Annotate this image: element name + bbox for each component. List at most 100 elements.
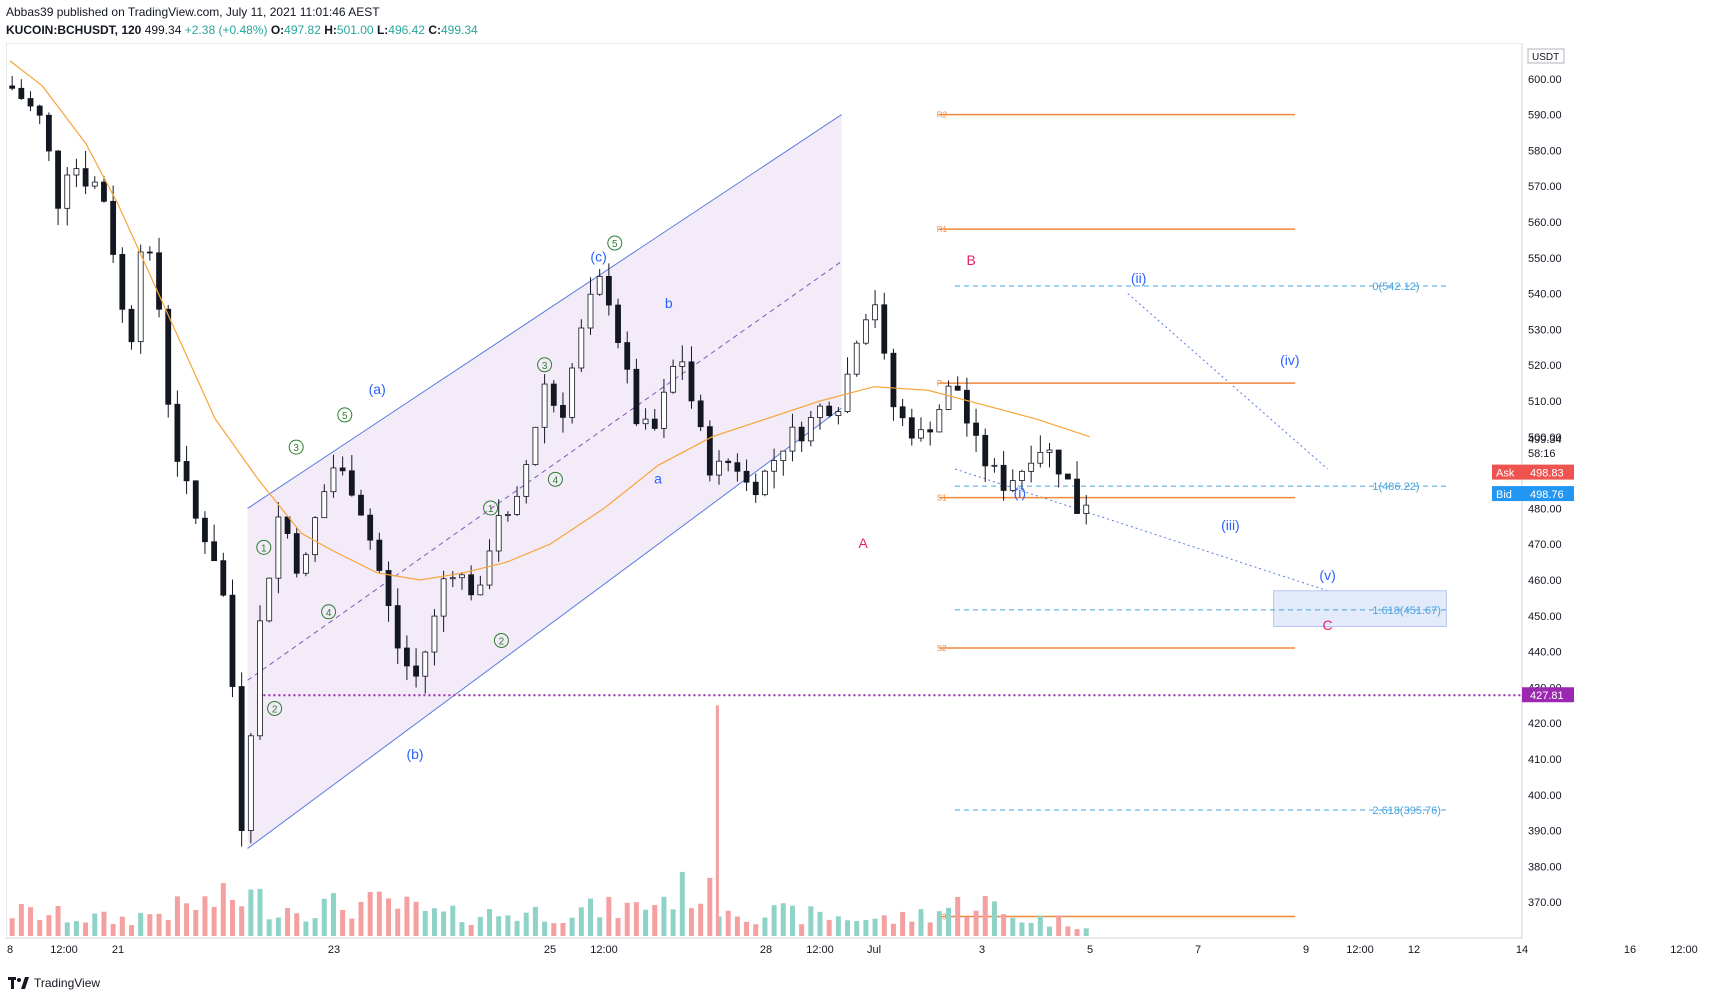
candle-body [587, 293, 594, 329]
candle-body [734, 462, 741, 472]
candle-body [863, 319, 869, 344]
volume-bar [936, 911, 942, 936]
chart-area[interactable]: R2 R1 P S1 S2 S3 0(542.12) 1(486.22) 1.618(451.6… [5, 42, 1726, 965]
volume-bar [184, 903, 190, 936]
candle-body [835, 411, 842, 416]
volume-bar [1074, 929, 1080, 936]
price-tick-label: 470.00 [1528, 539, 1562, 551]
candle-body [385, 570, 392, 607]
candle-body [1037, 451, 1044, 464]
candle-body [82, 168, 89, 187]
price-tick-label: 550.00 [1528, 253, 1562, 265]
candle-body [872, 304, 878, 321]
candle-body [330, 467, 337, 493]
volume-bar [239, 906, 245, 936]
candle-body [908, 417, 915, 439]
price-tick-label: 450.00 [1528, 611, 1562, 623]
wave-count-label-0: 1 [261, 543, 267, 554]
candle-body [780, 450, 787, 462]
tag-label-bg-bid [1492, 486, 1522, 502]
volume-bar [1037, 915, 1043, 936]
volume-bar [863, 919, 869, 936]
high-value: 501.00 [336, 23, 374, 37]
time-tick-label: 12:00 [50, 944, 78, 956]
volume-bar [872, 918, 878, 936]
wave-label-3: a [654, 470, 662, 486]
candle-body [18, 87, 25, 99]
volume-bar [780, 903, 786, 936]
candle-body [495, 515, 502, 552]
time-tick-label: 16 [1624, 944, 1636, 956]
candle-body [1019, 470, 1025, 481]
price-tick-label: 520.00 [1528, 360, 1562, 372]
wave-count-circle-8 [547, 471, 563, 487]
wave-count-circle-7 [537, 357, 553, 373]
candle-body [449, 577, 456, 580]
volume-bar [211, 906, 217, 936]
volume-bar [294, 913, 300, 936]
volume-spike [715, 705, 719, 936]
candle-body [486, 550, 493, 586]
open-label: O: [270, 23, 285, 37]
volume-bar [450, 905, 456, 936]
volume-bar [321, 898, 327, 936]
candle-body [661, 391, 667, 429]
pivot-label-p: P [937, 379, 942, 388]
volume-bar [386, 898, 392, 936]
channel-lower-line [247, 407, 842, 849]
volume-bar [514, 920, 520, 936]
price-chart[interactable]: R2 R1 P S1 S2 S3 0(542.12) 1(486.22) 1.618(451.6… [5, 42, 1726, 965]
volume-bar [615, 918, 621, 936]
low-label: L: [376, 23, 389, 37]
candle-body [918, 429, 924, 439]
candle-body [826, 405, 833, 416]
volume-bar [606, 896, 612, 936]
candle-body [991, 464, 998, 467]
candle-body [504, 514, 511, 516]
candle-body [1000, 464, 1007, 491]
support-tag-bg [1522, 687, 1574, 703]
open-value: 497.82 [284, 23, 321, 37]
price-tick-label: 540.00 [1528, 289, 1562, 301]
channel-upper-line [247, 114, 842, 509]
volume-bar [909, 921, 915, 936]
candle-body [128, 308, 135, 343]
volume-bar [266, 919, 272, 936]
volume-bar [431, 908, 437, 936]
candle-body [293, 533, 300, 574]
volume-bar [542, 921, 548, 936]
volume-bar [275, 917, 281, 936]
wave-count-circle-5 [483, 500, 499, 516]
time-tick-label: 7 [1195, 944, 1201, 956]
low-value: 496.42 [388, 23, 425, 37]
wave-label-7: C [1323, 617, 1333, 633]
time-tick-label: 12:00 [1346, 944, 1374, 956]
symbol-name[interactable]: KUCOIN:BCHUSDT, 120 [6, 23, 142, 37]
candle-body [1028, 462, 1035, 472]
volume-bar [808, 906, 814, 936]
volume-bar [174, 896, 180, 936]
wave-label-10: (iii) [1221, 517, 1240, 533]
candle-body [1046, 449, 1053, 453]
candle-body [899, 406, 906, 419]
candle-body [220, 560, 227, 596]
footer-brand[interactable]: TradingView [34, 976, 101, 990]
volume-bar [28, 907, 34, 936]
volume-bar [661, 896, 667, 936]
tag-label-bg-ask [1492, 464, 1522, 480]
candle-body [1083, 504, 1090, 514]
candle-body [752, 481, 759, 496]
price-tick-label: 460.00 [1528, 575, 1562, 587]
price-tick-label: 480.00 [1528, 503, 1562, 515]
moving-average-line [9, 60, 1091, 581]
candle-body [459, 574, 465, 579]
candle-body [982, 434, 989, 467]
volume-bar [588, 898, 593, 936]
candle-body [725, 460, 732, 464]
volume-bar [973, 910, 979, 936]
volume-bar [46, 915, 52, 936]
candle-body [688, 361, 695, 402]
fib-label-2: 1.618(451.67) [1372, 605, 1441, 617]
volume-bar [679, 871, 685, 936]
volume-bar [670, 909, 676, 936]
